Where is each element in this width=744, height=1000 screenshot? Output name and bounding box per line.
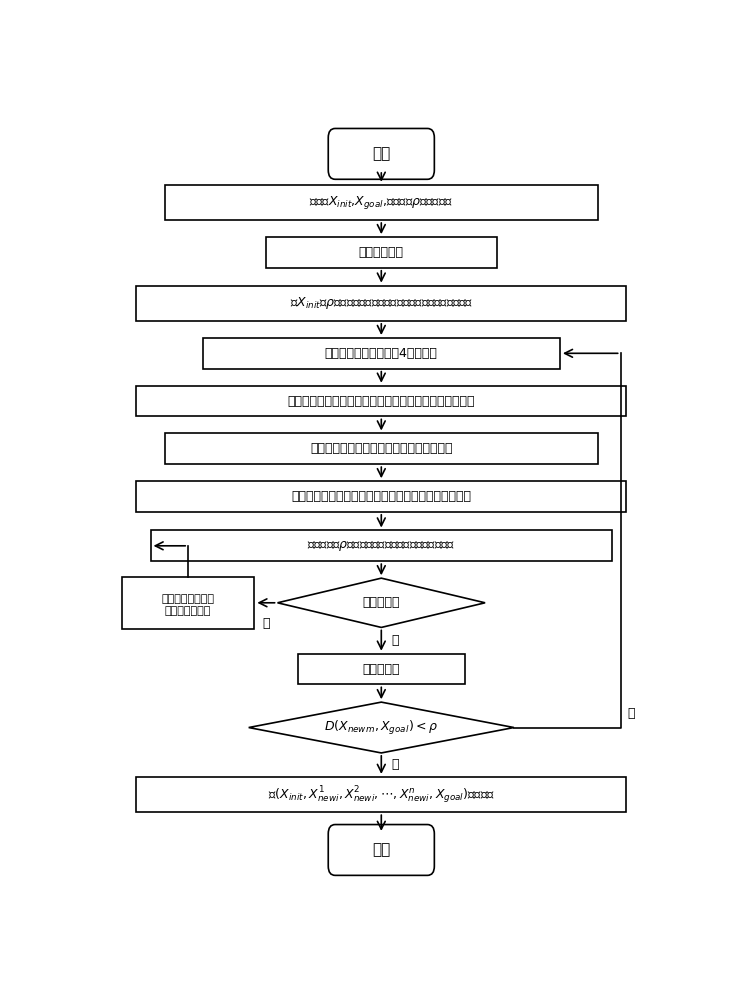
Text: 遇到障碍物: 遇到障碍物 <box>362 596 400 609</box>
Polygon shape <box>248 702 514 753</box>
Bar <box>202 338 560 369</box>
Text: 否: 否 <box>627 707 635 720</box>
Text: 是: 是 <box>262 617 270 630</box>
Text: 初始化膜结构: 初始化膜结构 <box>359 246 404 259</box>
FancyBboxPatch shape <box>328 825 434 875</box>
Bar <box>298 654 465 684</box>
Text: 初始化$X_{\mathit{init}}$,$X_{\mathit{goal}}$,扩展步长$\rho$和环境信息: 初始化$X_{\mathit{init}}$,$X_{\mathit{goal}… <box>310 194 453 211</box>
Text: 将更新过对应关系的采样点返回到其父节点对应基本膜: 将更新过对应关系的采样点返回到其父节点对应基本膜 <box>292 490 471 503</box>
Bar <box>136 386 626 416</box>
Text: 产生新路点: 产生新路点 <box>362 663 400 676</box>
Bar <box>136 481 626 512</box>
Text: 开始: 开始 <box>372 146 391 161</box>
Bar <box>136 286 626 321</box>
Text: 从$X_{\mathit{init}}$以$\rho$步长同时扩展四个路点并均匀分配到四个基本膜中: 从$X_{\mathit{init}}$以$\rho$步长同时扩展四个路点并均匀… <box>289 295 473 311</box>
Bar <box>150 530 612 561</box>
Bar <box>165 185 597 220</box>
Bar <box>165 433 597 464</box>
Text: 结束: 结束 <box>372 842 391 857</box>
Bar <box>266 237 497 268</box>
Text: 选取各基本膜内有效采样点和其父节点并输出到表层膜中: 选取各基本膜内有效采样点和其父节点并输出到表层膜中 <box>287 395 475 408</box>
Text: 丢弃原采样点，随: 丢弃原采样点，随 <box>161 594 214 604</box>
Text: 按$(X_{\mathit{init}},X^1_{\mathit{newi}},X^2_{\mathit{newi}},\cdots,X^n_{\mathit: 按$(X_{\mathit{init}},X^1_{\mathit{newi}}… <box>268 784 495 805</box>
Bar <box>136 777 626 812</box>
Text: 否: 否 <box>391 634 400 647</box>
FancyBboxPatch shape <box>328 128 434 179</box>
Text: 是: 是 <box>391 758 400 771</box>
Text: 各基本膜内并随机生成4个采样点: 各基本膜内并随机生成4个采样点 <box>325 347 437 360</box>
Bar <box>122 577 254 629</box>
Text: 机产生新采样点: 机产生新采样点 <box>165 606 211 616</box>
Text: $D(X_{\mathit{newm}},X_{\mathit{goal}})<\rho$: $D(X_{\mathit{newm}},X_{\mathit{goal}})<… <box>324 719 438 737</box>
Text: 根据规则更新各采样点与其父节点对应关系: 根据规则更新各采样点与其父节点对应关系 <box>310 442 452 455</box>
Text: 从父节点以$\rho$为步长向更新后的采样点方向进行扩展: 从父节点以$\rho$为步长向更新后的采样点方向进行扩展 <box>307 539 455 553</box>
Polygon shape <box>278 578 485 627</box>
